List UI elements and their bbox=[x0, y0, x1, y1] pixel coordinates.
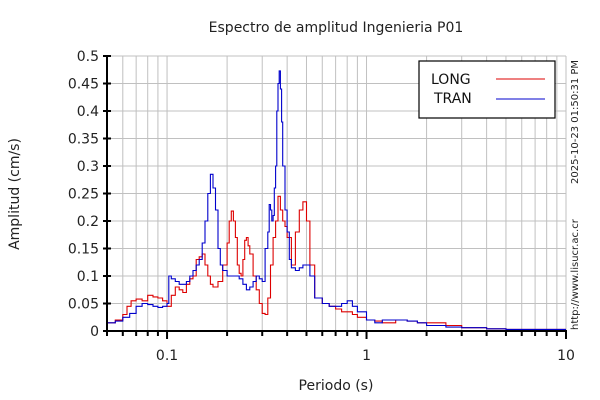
y-axis-label: Amplitud (cm/s) bbox=[7, 138, 23, 250]
legend: LONG TRAN bbox=[418, 60, 556, 119]
x-tick-label: 0.1 bbox=[156, 348, 178, 364]
x-axis-label: Periodo (s) bbox=[299, 378, 374, 394]
y-tick-label: 0.2 bbox=[77, 214, 99, 230]
y-tick-label: 0.4 bbox=[77, 104, 99, 120]
x-axis-ticks: 0.1 1 10 bbox=[106, 331, 575, 364]
data-series bbox=[107, 70, 566, 330]
y-tick-label: 0.1 bbox=[77, 269, 99, 285]
grid-lines bbox=[107, 55, 567, 331]
y-tick-label: 0.45 bbox=[68, 77, 99, 93]
y-tick-label: 0.5 bbox=[77, 49, 99, 65]
x-tick-label: 10 bbox=[557, 348, 575, 364]
legend-label-long: LONG bbox=[431, 72, 471, 88]
y-tick-label: 0.35 bbox=[68, 132, 99, 148]
y-axis-ticks: 0 0.05 0.1 0.15 0.2 0.25 0.3 0.35 0.4 0.45 0.5 bbox=[68, 49, 111, 340]
x-tick-label: 1 bbox=[362, 348, 371, 364]
url-text: http://www.lisucr.ac.cr bbox=[570, 218, 581, 330]
y-tick-label: 0.15 bbox=[68, 242, 99, 258]
y-tick-label: 0 bbox=[90, 324, 99, 340]
legend-box bbox=[418, 60, 556, 119]
timestamp-text: 2025-10-23 01:50:31 PM bbox=[570, 60, 581, 184]
y-tick-label: 0.05 bbox=[68, 297, 99, 313]
series-line-long bbox=[107, 195, 566, 330]
series-line-tran bbox=[107, 70, 566, 330]
legend-label-tran: TRAN bbox=[433, 91, 472, 107]
y-tick-label: 0.3 bbox=[77, 159, 99, 175]
y-tick-label: 0.25 bbox=[68, 187, 99, 203]
chart-title: Espectro de amplitud Ingenieria P01 bbox=[209, 20, 464, 36]
